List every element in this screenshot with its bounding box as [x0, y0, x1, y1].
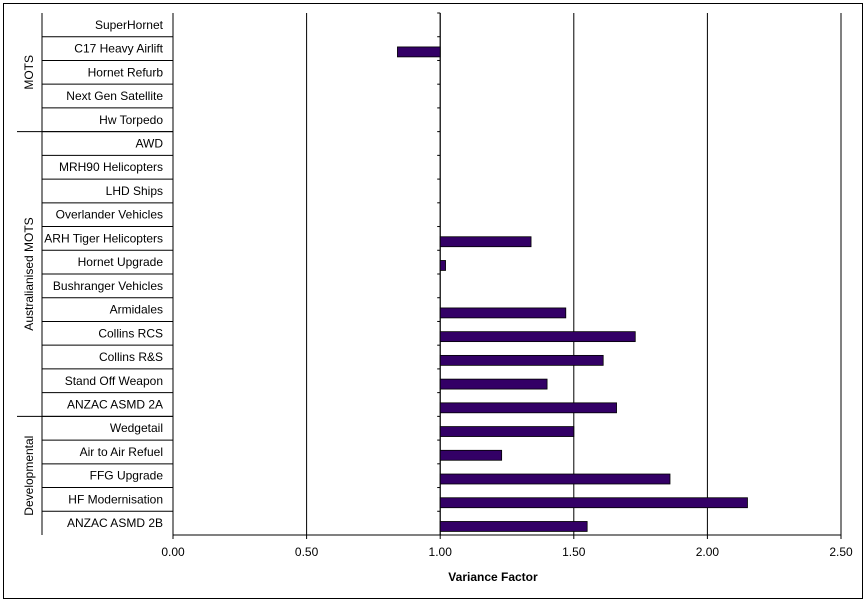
- x-axis-title: Variance Factor: [448, 570, 538, 584]
- bar: [439, 521, 588, 532]
- x-tick-label: 0.00: [161, 545, 185, 559]
- category-label: ARH Tiger Helicopters: [44, 231, 163, 245]
- category-label: MRH90 Helicopters: [59, 160, 163, 174]
- bar: [439, 497, 748, 509]
- category-label: Wedgetail: [110, 421, 163, 435]
- bars: [397, 46, 748, 532]
- bar: [439, 307, 567, 319]
- category-label: AWD: [135, 137, 163, 151]
- bar: [439, 402, 617, 414]
- bar: [397, 46, 441, 58]
- x-axis: 0.00 0.50 1.00 1.50 2.00 2.50: [161, 534, 853, 559]
- group-label: MOTS: [22, 55, 36, 90]
- x-tick-label: 0.50: [295, 545, 319, 559]
- group-label: Developmental: [22, 436, 36, 516]
- category-label: HF Modernisation: [68, 492, 163, 506]
- category-label: Hornet Refurb: [88, 65, 164, 79]
- x-tick-label: 2.00: [696, 545, 720, 559]
- category-label: Hw Torpedo: [99, 113, 163, 127]
- group-label: Australianised MOTS: [22, 217, 36, 330]
- category-label: LHD Ships: [106, 184, 163, 198]
- category-label: Next Gen Satellite: [66, 89, 163, 103]
- category-label: Overlander Vehicles: [56, 208, 163, 222]
- gridlines: [306, 12, 842, 536]
- bar: [439, 426, 575, 437]
- bar: [439, 449, 503, 461]
- bar: [439, 378, 548, 390]
- bar: [439, 260, 446, 271]
- category-label: ANZAC ASMD 2A: [67, 398, 163, 412]
- bar: [439, 331, 636, 343]
- category-label: ANZAC ASMD 2B: [67, 516, 163, 530]
- category-label: FFG Upgrade: [90, 469, 164, 483]
- category-label: Collins RCS: [98, 326, 163, 340]
- x-tick-label: 1.00: [429, 545, 453, 559]
- bar: [439, 473, 671, 485]
- category-label: Hornet Upgrade: [78, 255, 164, 269]
- category-label: Bushranger Vehicles: [53, 279, 163, 293]
- bar: [439, 236, 532, 248]
- bar: [439, 354, 604, 366]
- category-label: Air to Air Refuel: [80, 445, 163, 459]
- category-label: Stand Off Weapon: [65, 374, 163, 388]
- category-label: SuperHornet: [95, 18, 164, 32]
- x-tick-label: 2.50: [829, 545, 853, 559]
- x-tick-label: 1.50: [562, 545, 586, 559]
- category-label: C17 Heavy Airlift: [74, 42, 163, 56]
- category-table: SuperHornet C17 Heavy Airlift Hornet Refur…: [17, 13, 174, 535]
- category-label: Collins R&S: [99, 350, 163, 364]
- category-label: Armidales: [110, 303, 163, 317]
